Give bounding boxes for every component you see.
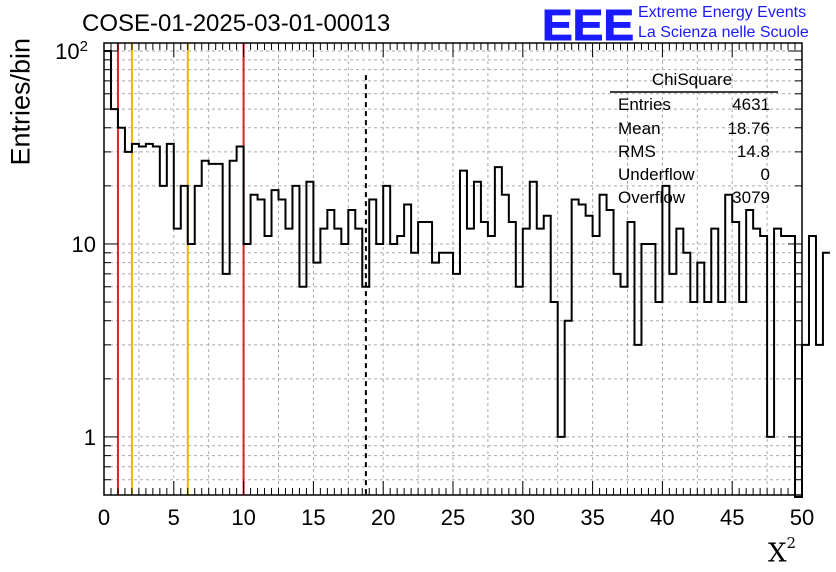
y-tick-label: 1 bbox=[84, 425, 96, 450]
x-axis-label: X2 bbox=[768, 534, 796, 569]
run-title: COSE-01-2025-03-01-00013 bbox=[82, 10, 391, 37]
x-tick-label: 25 bbox=[441, 505, 465, 530]
y-tick-label: 102 bbox=[55, 38, 88, 64]
y-axis-label: Entries/bin bbox=[5, 37, 36, 166]
stats-label-entries: Entries bbox=[618, 95, 671, 114]
stats-label-mean: Mean bbox=[618, 119, 661, 138]
x-tick-label: 10 bbox=[231, 505, 255, 530]
x-tick-label: 30 bbox=[511, 505, 535, 530]
logo-line-2: La Scienza nelle Scuole bbox=[638, 24, 809, 41]
x-tick-label: 35 bbox=[580, 505, 604, 530]
x-axis-label-base: X bbox=[768, 538, 787, 569]
stats-label-overflow: Overflow bbox=[618, 188, 686, 207]
stats-value-underflow: 0 bbox=[761, 165, 770, 184]
stats-title: ChiSquare bbox=[652, 70, 732, 89]
grid bbox=[104, 43, 802, 495]
histogram-series bbox=[104, 49, 830, 498]
stats-value-overflow: 3079 bbox=[732, 188, 770, 207]
x-tick-label: 5 bbox=[168, 505, 180, 530]
eee-logo: EEE bbox=[542, 1, 634, 50]
x-tick-label: 0 bbox=[98, 505, 110, 530]
x-tick-label: 50 bbox=[790, 505, 814, 530]
y-tick-label: 10 bbox=[72, 232, 96, 257]
marker-lines bbox=[116, 43, 367, 495]
x-tick-label: 15 bbox=[301, 505, 325, 530]
stats-label-rms: RMS bbox=[618, 142, 656, 161]
y-tick-label-sup: 2 bbox=[80, 38, 88, 55]
stats-box: ChiSquare Entries 4631 Mean 18.76 RMS 14… bbox=[610, 70, 778, 207]
x-axis-label-sup: 2 bbox=[786, 534, 797, 552]
stats-value-rms: 14.8 bbox=[737, 142, 770, 161]
x-tick-label: 40 bbox=[650, 505, 674, 530]
stats-label-underflow: Underflow bbox=[618, 165, 695, 184]
stats-value-entries: 4631 bbox=[732, 95, 770, 114]
x-tick-label: 45 bbox=[720, 505, 744, 530]
x-tick-label: 20 bbox=[371, 505, 395, 530]
logo-line-1: Extreme Energy Events bbox=[638, 4, 807, 21]
stats-value-mean: 18.76 bbox=[727, 119, 770, 138]
